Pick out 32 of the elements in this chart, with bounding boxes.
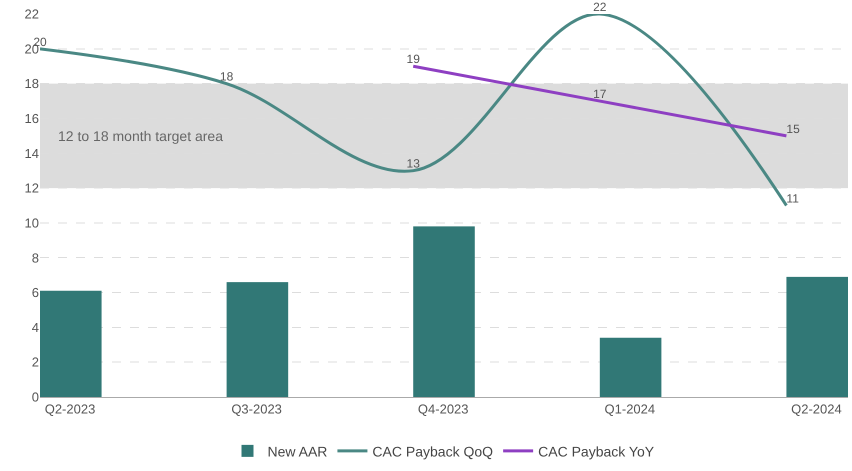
data-label: 15 [786,122,800,136]
data-label: 17 [593,87,607,102]
y-tick-label: 12 [24,180,39,196]
legend-label: CAC Payback QoQ [372,443,494,460]
x-tick-label: Q2-2023 [44,402,96,417]
x-tick-label: Q1-2024 [604,402,656,417]
x-tick-label: Q4-2023 [418,402,469,417]
x-tick-label: Q2-2024 [791,402,842,417]
legend-label: CAC Payback YoY [538,443,655,460]
bar [600,338,662,397]
bar [786,276,848,397]
y-tick-label: 6 [32,285,39,300]
data-label: 11 [786,192,800,206]
y-tick-label: 14 [24,146,39,161]
legend-label: New AAR [268,443,328,460]
data-label: 19 [406,52,420,66]
y-tick-label: 0 [32,390,39,405]
y-tick-label: 4 [32,320,39,335]
bar [413,226,475,397]
data-label: 22 [593,0,607,14]
y-tick-label: 10 [24,215,39,230]
y-tick-label: 18 [24,76,39,92]
x-tick-label: Q3-2023 [231,402,282,417]
data-label: 13 [406,156,420,171]
bar [40,290,102,397]
y-tick-label: 8 [32,250,39,266]
y-tick-label: 16 [24,111,39,126]
y-tick-label: 2 [32,354,39,370]
bar [226,282,288,397]
data-label: 18 [220,70,234,84]
band-label: 12 to 18 month target area [58,128,224,144]
y-tick-label: 22 [24,6,39,22]
